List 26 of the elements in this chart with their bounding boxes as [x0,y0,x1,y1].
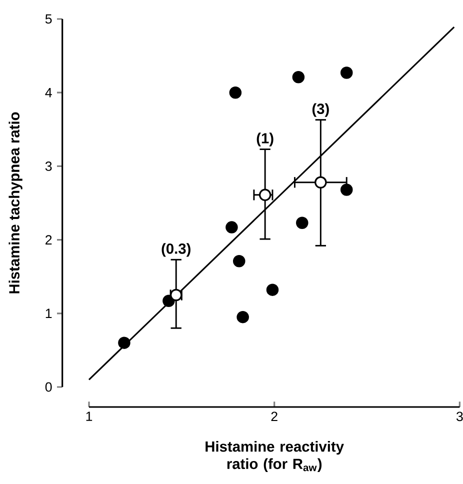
y-tick-label: 1 [46,308,52,318]
annotation: (0.3) [162,243,190,257]
point [296,216,308,230]
point [118,336,130,349]
point [229,86,242,99]
point [226,221,238,234]
point [314,176,327,189]
x-tick-label: 3 [456,412,463,422]
point [340,66,353,79]
x-tick-label: 2 [271,412,278,422]
point [258,188,272,202]
point [232,255,246,268]
x-tick-label: 1 [86,412,92,421]
y-tick-label: 4 [45,88,52,98]
annotation: (1) [256,132,274,146]
y-axis-title: Histamine tachypnea ratio [8,112,22,294]
point [292,71,305,84]
y-tick-label: 0 [45,382,52,392]
y-tick-label: 5 [45,14,52,24]
point [340,184,353,196]
point [236,310,249,324]
annotation: (3) [312,103,329,117]
point [266,284,279,296]
x-axis-title: Histamine reactivity ratio (for R$_{aw}$) [206,440,344,472]
y-tick-label: 3 [45,161,52,171]
y-tick-label: 2 [46,235,52,244]
